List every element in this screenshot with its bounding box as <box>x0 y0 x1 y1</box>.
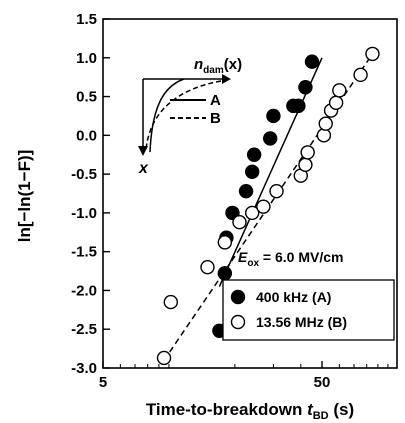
inset-line-a-label: A <box>210 92 221 109</box>
inset-title-subscript: dam <box>203 65 224 76</box>
data-point-series-b <box>269 183 284 199</box>
y-tick-label: 0.0 <box>76 127 97 144</box>
inset-profile-a-curve <box>149 78 185 153</box>
inset-title-argument: (x) <box>224 56 242 73</box>
data-point-series-b <box>298 157 313 173</box>
y-tick-label: -2.5 <box>71 321 97 338</box>
y-tick-label: 1.0 <box>76 50 97 67</box>
legend-marker-series-b <box>230 314 246 330</box>
y-tick-label: -2.0 <box>71 282 97 299</box>
y-tick-label: 1.5 <box>76 11 97 28</box>
y-tick-label: -0.5 <box>71 166 97 183</box>
data-point-series-a <box>298 80 313 95</box>
field-annotation-text: = 6.0 MV/cm <box>259 249 343 265</box>
legend: 400 kHz (A) 13.56 MHz (B) <box>222 279 395 341</box>
y-tick-label: -1.5 <box>71 244 97 261</box>
y-tick-label: 0.5 <box>76 89 97 106</box>
x-axis-title-subscript: BD <box>313 410 329 422</box>
data-point-series-a <box>238 183 254 199</box>
x-axis-title-symbol: t <box>307 400 314 419</box>
data-point-series-b <box>353 67 368 83</box>
data-point-series-b <box>332 83 347 98</box>
data-point-series-a <box>291 98 306 114</box>
x-tick-label: 5 <box>99 374 107 391</box>
y-tick-label: -1.0 <box>71 205 97 222</box>
data-point-series-a <box>217 266 233 281</box>
field-annotation-symbol: E <box>238 249 248 265</box>
plot-area: 1.5 1.0 0.5 0.0 -0.5 -1.0 -1.5 -2.0 -2.5 -3.05 50 <box>71 11 389 391</box>
field-annotation-subscript: ox <box>247 258 259 269</box>
legend-marker-series-a <box>230 289 246 305</box>
data-point-series-a <box>266 108 281 124</box>
legend-box <box>222 279 395 341</box>
data-point-series-b <box>200 259 215 275</box>
data-point-series-b <box>256 199 271 214</box>
inset-line-b-label: B <box>210 110 221 127</box>
data-point-series-b <box>244 205 260 221</box>
data-point-series-a <box>246 147 262 162</box>
data-point-series-b <box>217 235 233 250</box>
legend-label-series-a: 400 kHz (A) <box>256 289 331 305</box>
y-tick-label: -3.0 <box>71 360 97 377</box>
data-point-series-b <box>163 294 179 310</box>
inset-title: ndam(x) <box>194 56 242 76</box>
data-point-series-b <box>318 116 333 131</box>
inset-x-label: x <box>138 160 149 177</box>
data-point-series-b <box>300 145 315 160</box>
data-point-series-a <box>262 131 278 146</box>
data-point-series-b <box>232 214 247 230</box>
plot-frame <box>102 18 398 369</box>
legend-label-series-b: 13.56 MHz (B) <box>256 314 347 330</box>
x-axis-title-text: Time-to-breakdown <box>146 400 302 419</box>
fit-line-series-a <box>218 57 323 287</box>
data-point-series-b <box>156 350 172 366</box>
x-axis-title-unit: (s) <box>333 400 354 419</box>
data-point-series-a <box>304 54 320 69</box>
data-point-series-b <box>316 128 332 143</box>
damage-profile-inset: ndam(x) x A B <box>138 56 242 177</box>
x-axis-title: Time-to-breakdown tBD (s) <box>146 400 354 422</box>
data-point-series-b <box>365 46 380 62</box>
x-tick-label: 50 <box>314 374 331 391</box>
inset-axis-arrowhead-right <box>222 74 231 84</box>
data-point-series-b <box>328 95 344 110</box>
inset-title-symbol: n <box>194 56 203 73</box>
y-axis-title: ln[−ln(1−F)] <box>15 150 34 243</box>
inset-axis-arrowhead-down <box>138 146 148 156</box>
field-annotation: Eox = 6.0 MV/cm <box>238 249 343 269</box>
inset-profile-b-curve <box>145 80 222 151</box>
data-point-series-a <box>244 164 260 179</box>
